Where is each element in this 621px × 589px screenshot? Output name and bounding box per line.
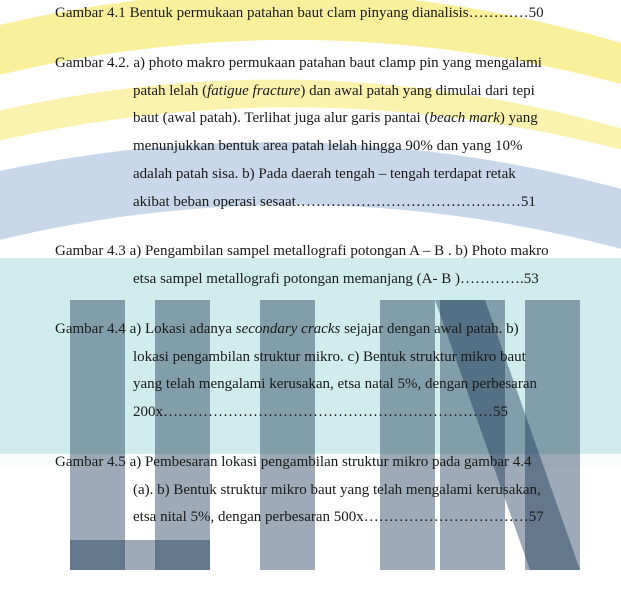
entry-title: Bentuk permukaan patahan baut clam pinya… (130, 5, 529, 21)
toc-entry-4-5: Gambar 4.5 a) Pembesaran lokasi pengambi… (55, 449, 599, 532)
entry-cont: etsa nital 5%, dengan perbesaran 500x………… (55, 504, 599, 532)
toc-entry-4-3: Gambar 4.3 a) Pengambilan sampel metallo… (55, 238, 599, 294)
entry-cont: 200x…………………………………………………………55 (55, 399, 599, 427)
toc-entry-4-1: Gambar 4.1 Bentuk permukaan patahan baut… (55, 0, 599, 28)
toc-entry-4-2: Gambar 4.2. a) photo makro permukaan pat… (55, 50, 599, 217)
entry-cont: adalah patah sisa. b) Pada daerah tengah… (55, 161, 599, 189)
entry-cont: lokasi pengambilan struktur mikro. c) Be… (55, 344, 599, 372)
entry-cont: patah lelah (fatigue fracture) dan awal … (55, 78, 599, 106)
entry-cont: baut (awal patah). Terlihat juga alur ga… (55, 105, 599, 133)
toc-entry-4-4: Gambar 4.4 a) Lokasi adanya secondary cr… (55, 316, 599, 427)
figure-list: Gambar 4.1 Bentuk permukaan patahan baut… (0, 0, 621, 532)
entry-title: a) photo makro permukaan patahan baut cl… (133, 55, 542, 71)
entry-page: 50 (529, 5, 544, 21)
entry-label: Gambar 4.3 (55, 243, 126, 259)
entry-label: Gambar 4.1 (55, 5, 126, 21)
entry-cont: menunjukkan bentuk area patah lelah hing… (55, 133, 599, 161)
entry-cont: etsa sampel metallografi potongan memanj… (55, 266, 599, 294)
entry-cont: (a). b) Bentuk struktur mikro baut yang … (55, 477, 599, 505)
entry-cont: yang telah mengalami kerusakan, etsa nat… (55, 371, 599, 399)
entry-title: a) Lokasi adanya secondary cracks sejaja… (130, 321, 519, 337)
entry-title: a) Pengambilan sampel metallografi poton… (130, 243, 549, 259)
entry-cont: akibat beban operasi sesaat…………………………………… (55, 189, 599, 217)
entry-label: Gambar 4.5 (55, 454, 126, 470)
entry-label: Gambar 4.2. (55, 55, 130, 71)
entry-title: a) Pembesaran lokasi pengambilan struktu… (130, 454, 532, 470)
entry-label: Gambar 4.4 (55, 321, 126, 337)
